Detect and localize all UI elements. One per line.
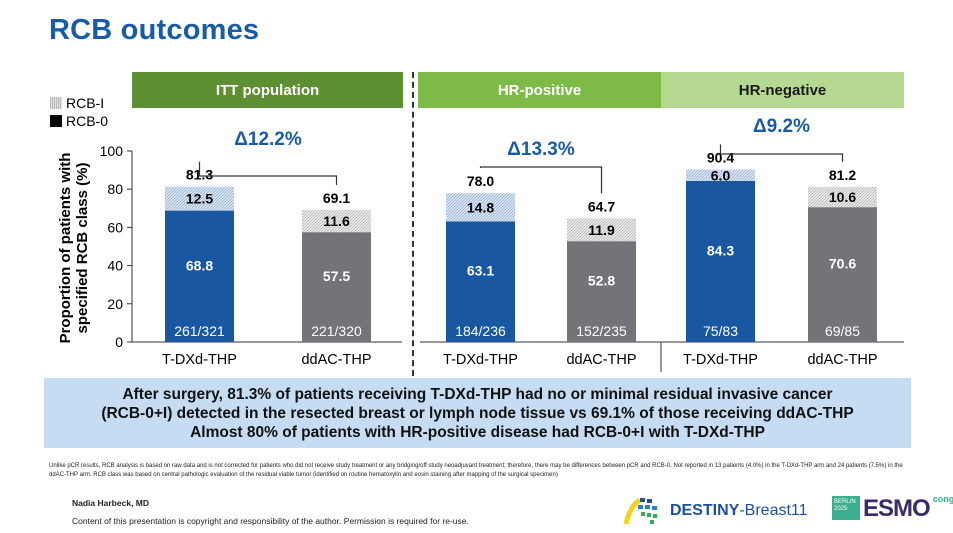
rcb1-value-label: 6.0 <box>711 167 731 183</box>
delta-label: Δ9.2% <box>753 116 810 137</box>
n-count-label: 69/85 <box>825 323 860 339</box>
summary-line-1: After surgery, 81.3% of patients receivi… <box>122 385 833 403</box>
rcb0-value-label: 57.5 <box>323 268 350 284</box>
x-category-label: ddAC-THP <box>807 352 877 368</box>
legend-label-rcb-0: RCB-0 <box>66 113 109 129</box>
chart-legend: RCB-I RCB-0 <box>50 94 108 130</box>
bar-rcb0-segment <box>302 232 371 342</box>
n-count-label: 152/235 <box>576 323 627 339</box>
total-value-label: 81.2 <box>829 167 856 183</box>
x-category-label: T-DXd-THP <box>683 352 758 368</box>
esmo-city-badge: BERLIN 2025 <box>832 496 860 520</box>
summary-line-2: (RCB-0+I) detected in the resected breas… <box>101 404 854 422</box>
x-category-label: ddAC-THP <box>566 352 636 368</box>
bar-rcb1-segment <box>686 169 755 181</box>
summary-box: After surgery, 81.3% of patients receivi… <box>44 378 911 448</box>
n-count-label: 184/236 <box>455 323 506 339</box>
copyright-notice: Content of this presentation is copyrigh… <box>72 516 469 526</box>
esmo-congress-logo: BERLIN 2025 ESMO congress <box>832 494 953 522</box>
x-category-label: T-DXd-THP <box>443 352 518 368</box>
delta-label: Δ12.2% <box>234 129 302 150</box>
bar-rcb1-segment <box>567 218 636 242</box>
bar-rcb0-segment <box>686 180 755 342</box>
panel-header-hr-negative: HR-negative <box>661 72 904 108</box>
rcb0-value-label: 63.1 <box>467 263 494 279</box>
y-tick-label: 40 <box>107 258 123 274</box>
n-count-label: 261/321 <box>174 323 225 339</box>
x-category-label: ddAC-THP <box>301 352 371 368</box>
rcb1-value-label: 12.5 <box>186 191 213 207</box>
solid-swatch-icon <box>50 115 62 127</box>
bar-rcb0-segment <box>567 241 636 342</box>
esmo-congress-label: congress <box>932 494 953 504</box>
bar-rcb1-segment <box>808 186 877 208</box>
bar-rcb1-segment <box>302 210 371 233</box>
bar-rcb0-segment <box>808 207 877 342</box>
summary-line-3: Almost 80% of patients with HR-positive … <box>190 423 765 441</box>
delta-label: Δ13.3% <box>507 139 575 160</box>
delta-bracket <box>198 161 338 186</box>
n-count-label: 221/320 <box>311 323 362 339</box>
rcb0-value-label: 68.8 <box>186 257 213 273</box>
total-value-label: 78.0 <box>467 173 494 189</box>
x-category-label: T-DXd-THP <box>162 352 237 368</box>
panel-divider <box>412 72 414 376</box>
bar-rcb0-segment <box>165 210 234 342</box>
bar-rcb1-segment <box>446 193 515 222</box>
bar-rcb0-segment <box>446 221 515 342</box>
rcb0-value-label: 70.6 <box>829 256 856 272</box>
destiny-arc-icon <box>623 497 657 525</box>
delta-bracket <box>479 166 603 194</box>
rcb1-value-label: 11.6 <box>323 213 350 229</box>
total-value-label: 64.7 <box>588 198 615 214</box>
rcb1-value-label: 14.8 <box>467 199 494 215</box>
y-tick-label: 60 <box>107 219 123 235</box>
footnote: Unlike pCR results, RCB analysis is base… <box>49 463 903 478</box>
total-value-label: 69.1 <box>323 190 350 206</box>
delta-bracket <box>719 144 844 162</box>
destiny-breast11-logo: DESTINY-Breast11 <box>622 496 808 526</box>
esmo-wordmark: ESMO <box>863 495 931 522</box>
author-name: Nadia Harbeck, MD <box>72 498 149 508</box>
legend-label-rcb-i: RCB-I <box>66 95 105 111</box>
slide-title: RCB outcomes <box>49 14 260 46</box>
y-tick-label: 20 <box>107 296 123 312</box>
legend-item-rcb-0: RCB-0 <box>50 112 108 130</box>
y-tick-label: 0 <box>115 334 123 350</box>
legend-item-rcb-i: RCB-I <box>50 94 108 112</box>
y-tick-label: 100 <box>100 143 124 159</box>
rcb0-value-label: 52.8 <box>588 273 615 289</box>
rcb1-value-label: 10.6 <box>829 189 856 205</box>
rcb0-value-label: 84.3 <box>707 242 734 258</box>
hatched-swatch-icon <box>50 97 62 109</box>
n-count-label: 75/83 <box>703 323 738 339</box>
bar-rcb1-segment <box>165 186 234 211</box>
destiny-breast11-wordmark: DESTINY-Breast11 <box>670 502 808 519</box>
y-tick-label: 80 <box>107 181 123 197</box>
panel-header-hr-positive: HR-positive <box>418 72 661 108</box>
panel-header-itt: ITT population <box>132 72 403 108</box>
rcb1-value-label: 11.9 <box>588 222 615 238</box>
